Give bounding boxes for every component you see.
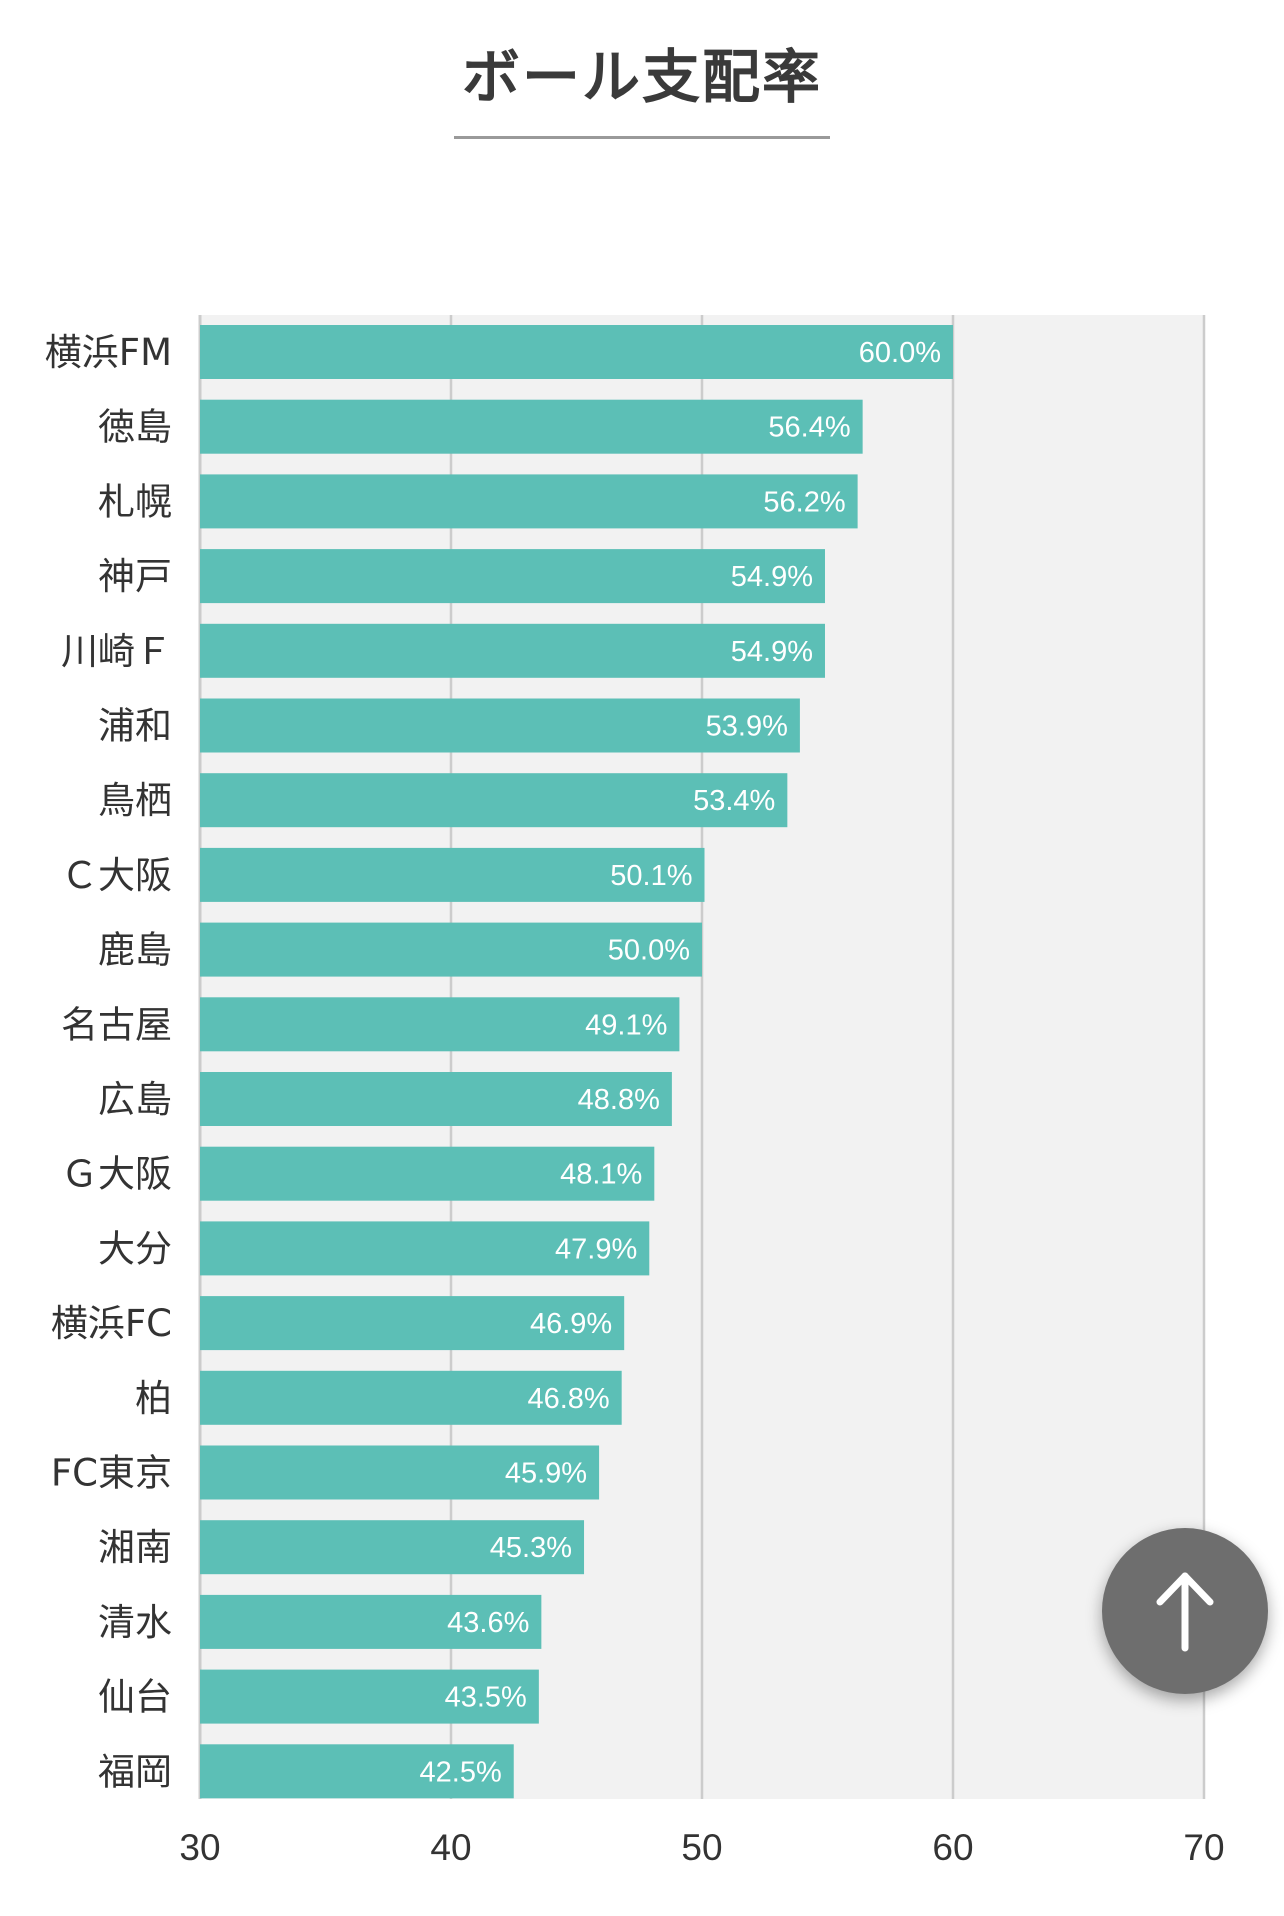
bar: [200, 549, 825, 604]
category-label: Ｃ大阪: [61, 854, 172, 897]
bar-value-label: 45.9%: [505, 1458, 587, 1490]
bar-value-label: 53.9%: [706, 711, 788, 743]
bar-value-label: 42.5%: [420, 1756, 502, 1788]
bar-value-label: 49.1%: [585, 1009, 667, 1041]
value-labels: 60.0% 56.4% 56.2% 54.9% 54.9% 53.9% 53.4% 50.1%…: [420, 337, 941, 1788]
bar-value-label: 46.9%: [530, 1308, 612, 1340]
bar: [200, 325, 953, 379]
bars: [200, 325, 953, 1799]
category-label: 鳥栖: [98, 779, 172, 822]
x-tick-label: 70: [1183, 1827, 1224, 1868]
x-tick-labels: 30 40 50 60 70: [179, 1827, 1224, 1868]
chart-title: ボール支配率: [453, 30, 830, 139]
bar: [200, 623, 825, 678]
bar: [200, 1445, 600, 1500]
bar-value-label: 56.4%: [768, 412, 850, 444]
bar-value-label: 48.8%: [578, 1084, 660, 1116]
bar: [200, 474, 858, 529]
category-label: 札幌: [98, 480, 172, 523]
bar: [200, 997, 680, 1052]
category-label: 仙台: [98, 1676, 172, 1719]
bar-value-label: 50.1%: [610, 860, 692, 892]
bar: [200, 698, 800, 753]
bar-value-label: 48.1%: [560, 1159, 642, 1191]
bar: [200, 1594, 542, 1649]
category-label: 横浜FC: [51, 1302, 172, 1345]
bar: [200, 1744, 514, 1799]
category-label: 鹿島: [98, 929, 172, 972]
bar-value-label: 43.6%: [447, 1607, 529, 1639]
scroll-to-top-button[interactable]: [1102, 1528, 1268, 1694]
bar: [200, 399, 863, 454]
x-tick-label: 50: [681, 1827, 722, 1868]
category-label: 大分: [98, 1227, 172, 1270]
bar: [200, 847, 705, 902]
bar-value-label: 45.3%: [490, 1532, 572, 1564]
category-label: 横浜FM: [45, 331, 172, 374]
bar: [200, 1146, 655, 1201]
bar-value-label: 43.5%: [445, 1682, 527, 1714]
category-label: Ｇ大阪: [61, 1153, 172, 1196]
category-label: 広島: [98, 1078, 172, 1121]
x-tick-label: 30: [179, 1827, 220, 1868]
bar-value-label: 54.9%: [731, 636, 813, 668]
category-label: 清水: [98, 1601, 172, 1644]
category-label: 神戸: [98, 555, 172, 598]
bar-value-label: 56.2%: [763, 486, 845, 518]
category-label: 徳島: [98, 406, 172, 449]
bar-value-label: 46.8%: [527, 1383, 609, 1415]
category-label: 柏: [135, 1377, 172, 1420]
arrow-up-icon: [1156, 1572, 1214, 1652]
bar: [200, 1520, 585, 1575]
category-label: 名古屋: [61, 1003, 172, 1046]
category-label: 浦和: [98, 705, 172, 748]
bar: [200, 1370, 622, 1425]
x-tick-label: 40: [430, 1827, 471, 1868]
bar: [200, 922, 702, 977]
bar-value-label: 53.4%: [693, 785, 775, 817]
category-label: 川崎Ｆ: [61, 630, 172, 673]
bar-value-label: 50.0%: [608, 935, 690, 967]
category-label: 湘南: [98, 1526, 172, 1569]
category-label: FC東京: [51, 1452, 172, 1495]
category-label: 福岡: [98, 1750, 172, 1793]
bar-value-label: 54.9%: [731, 561, 813, 593]
bar: [200, 773, 788, 828]
bar: [200, 1221, 650, 1276]
bar-value-label: 47.9%: [555, 1233, 637, 1265]
bar-value-label: 60.0%: [859, 337, 941, 369]
bar: [200, 1072, 672, 1126]
bar: [200, 1296, 625, 1351]
x-tick-label: 60: [932, 1827, 973, 1868]
bar: [200, 1669, 539, 1724]
